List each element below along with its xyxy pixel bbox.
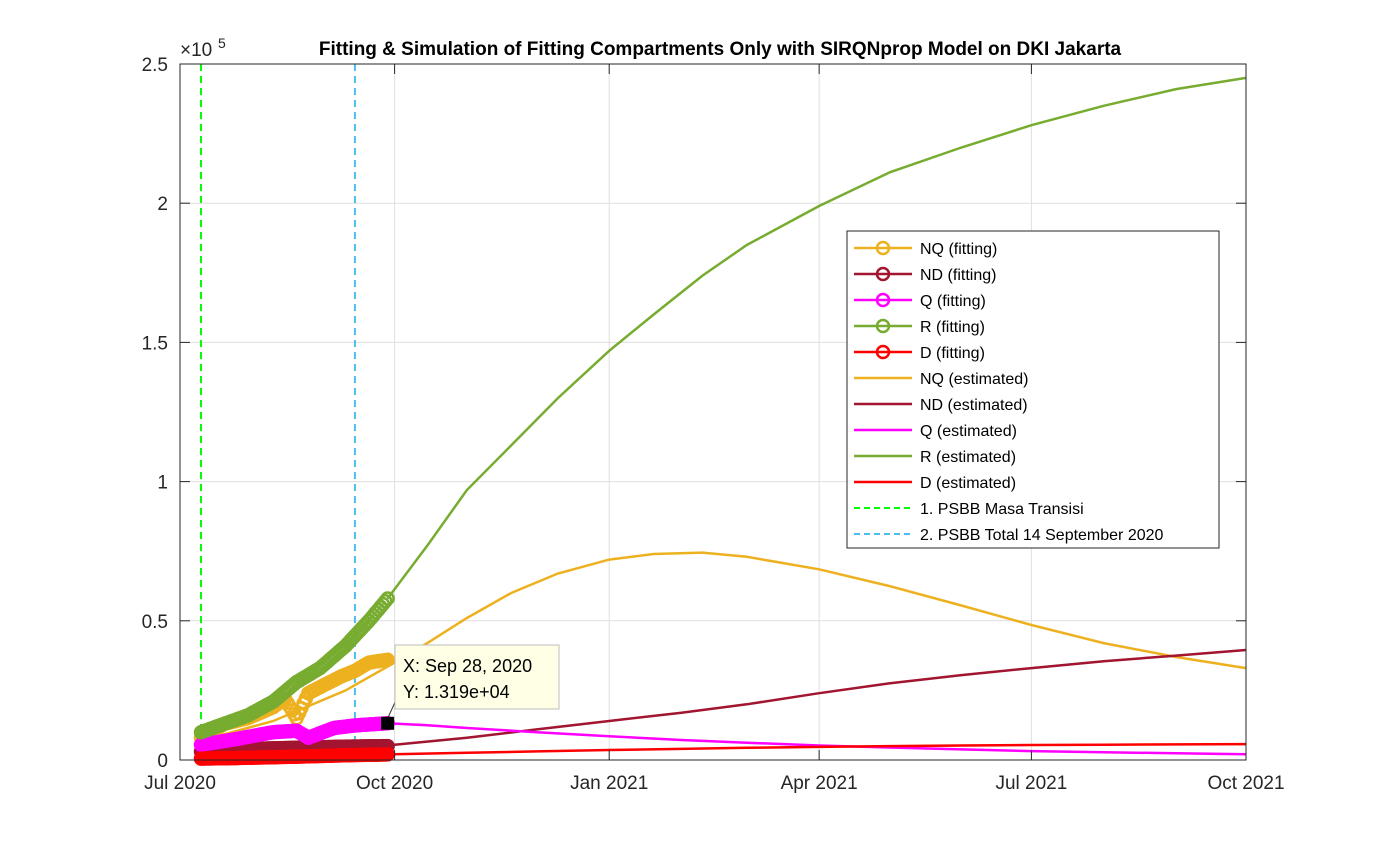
y-tick-label: 0.5 [142,612,168,633]
y-tick-label: 1 [157,473,168,494]
fitting-series [193,747,395,766]
datatip-box [394,644,560,710]
legend-label: Q (fitting) [920,293,986,310]
estimated-line [387,742,1247,756]
legend: NQ (fitting) ND (fitting) Q (fitting) R (fi… [846,230,1220,549]
legend-label: R (estimated) [920,449,1016,466]
y-exponent-base: ×10 [180,40,212,61]
legend-label: R (fitting) [920,319,985,336]
y-tick-label: 0 [157,751,168,772]
y-tick-label: 2.5 [142,55,168,76]
datatip[interactable]: X: Sep 28, 2020 Y: 1.319e+04 [381,644,560,730]
x-tick-label: Jan 2021 [570,773,648,794]
legend-swatch-marker [875,240,891,256]
series-group [193,76,1247,766]
datatip-x-text: X: Sep 28, 2020 [403,656,532,676]
fitting-marker [380,591,395,606]
estimated-line [387,722,1247,756]
legend-swatch-marker [875,266,891,282]
axes-box [179,63,1247,761]
legend-label: ND (fitting) [920,267,996,284]
fitting-series [193,591,395,740]
fitting-marker [378,594,393,609]
x-tick-label: Apr 2021 [781,773,858,794]
x-tick-label: Oct 2021 [1207,773,1284,794]
datatip-y-text: Y: 1.319e+04 [403,682,510,702]
y-tick-label: 1.5 [142,333,168,354]
legend-label: NQ (estimated) [920,371,1028,388]
x-tick-label: Oct 2020 [356,773,433,794]
legend-label: Q (estimated) [920,423,1017,440]
legend-label: NQ (fitting) [920,241,997,258]
estimated-line [386,76,1247,600]
legend-swatch-marker [875,292,891,308]
legend-swatch-marker [875,344,891,360]
legend-label: D (estimated) [920,475,1016,492]
y-exponent-power: 5 [218,35,226,51]
legend-label: D (fitting) [920,345,985,362]
fitting-marker [380,652,395,668]
x-tick-label: Jul 2021 [995,773,1067,794]
datatip-marker[interactable] [381,716,395,730]
x-tick-labels: Jul 2020 Oct 2020 Jan 2021 Apr 2021 Jul 2021… [144,773,1284,794]
legend-label: ND (estimated) [920,397,1028,414]
legend-box [846,230,1220,549]
legend-label: 1. PSBB Masa Transisi [920,501,1084,518]
legend-label: 2. PSBB Total 14 September 2020 [920,527,1164,544]
chart-title: Fitting & Simulation of Fitting Compartm… [319,39,1122,60]
ticks [179,63,1247,761]
y-tick-labels: 0 0.5 1 1.5 2 2.5 [142,55,168,772]
legend-swatch-marker [875,318,891,334]
fitting-series [193,716,395,752]
y-tick-label: 2 [157,194,168,215]
x-tick-label: Jul 2020 [144,773,216,794]
